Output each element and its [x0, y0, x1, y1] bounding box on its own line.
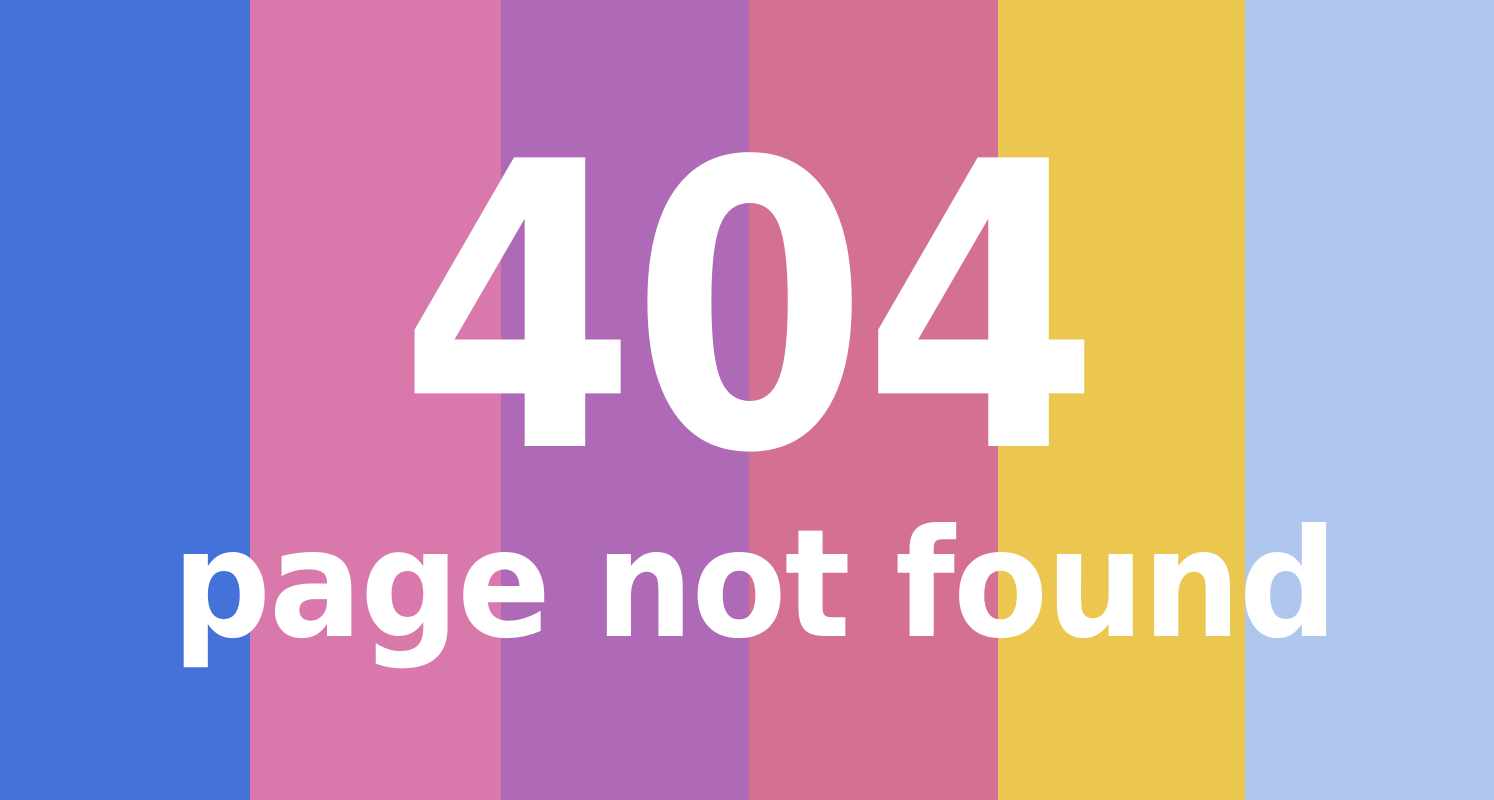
stripe-purple — [501, 0, 749, 800]
stripe-yellow — [998, 0, 1245, 800]
stripe-light-blue — [1245, 0, 1494, 800]
stripe-blue — [0, 0, 250, 800]
error-code: 404 — [399, 79, 1100, 540]
error-message: page not found — [172, 498, 1338, 672]
stripe-pink — [250, 0, 501, 800]
stripe-rose — [749, 0, 998, 800]
